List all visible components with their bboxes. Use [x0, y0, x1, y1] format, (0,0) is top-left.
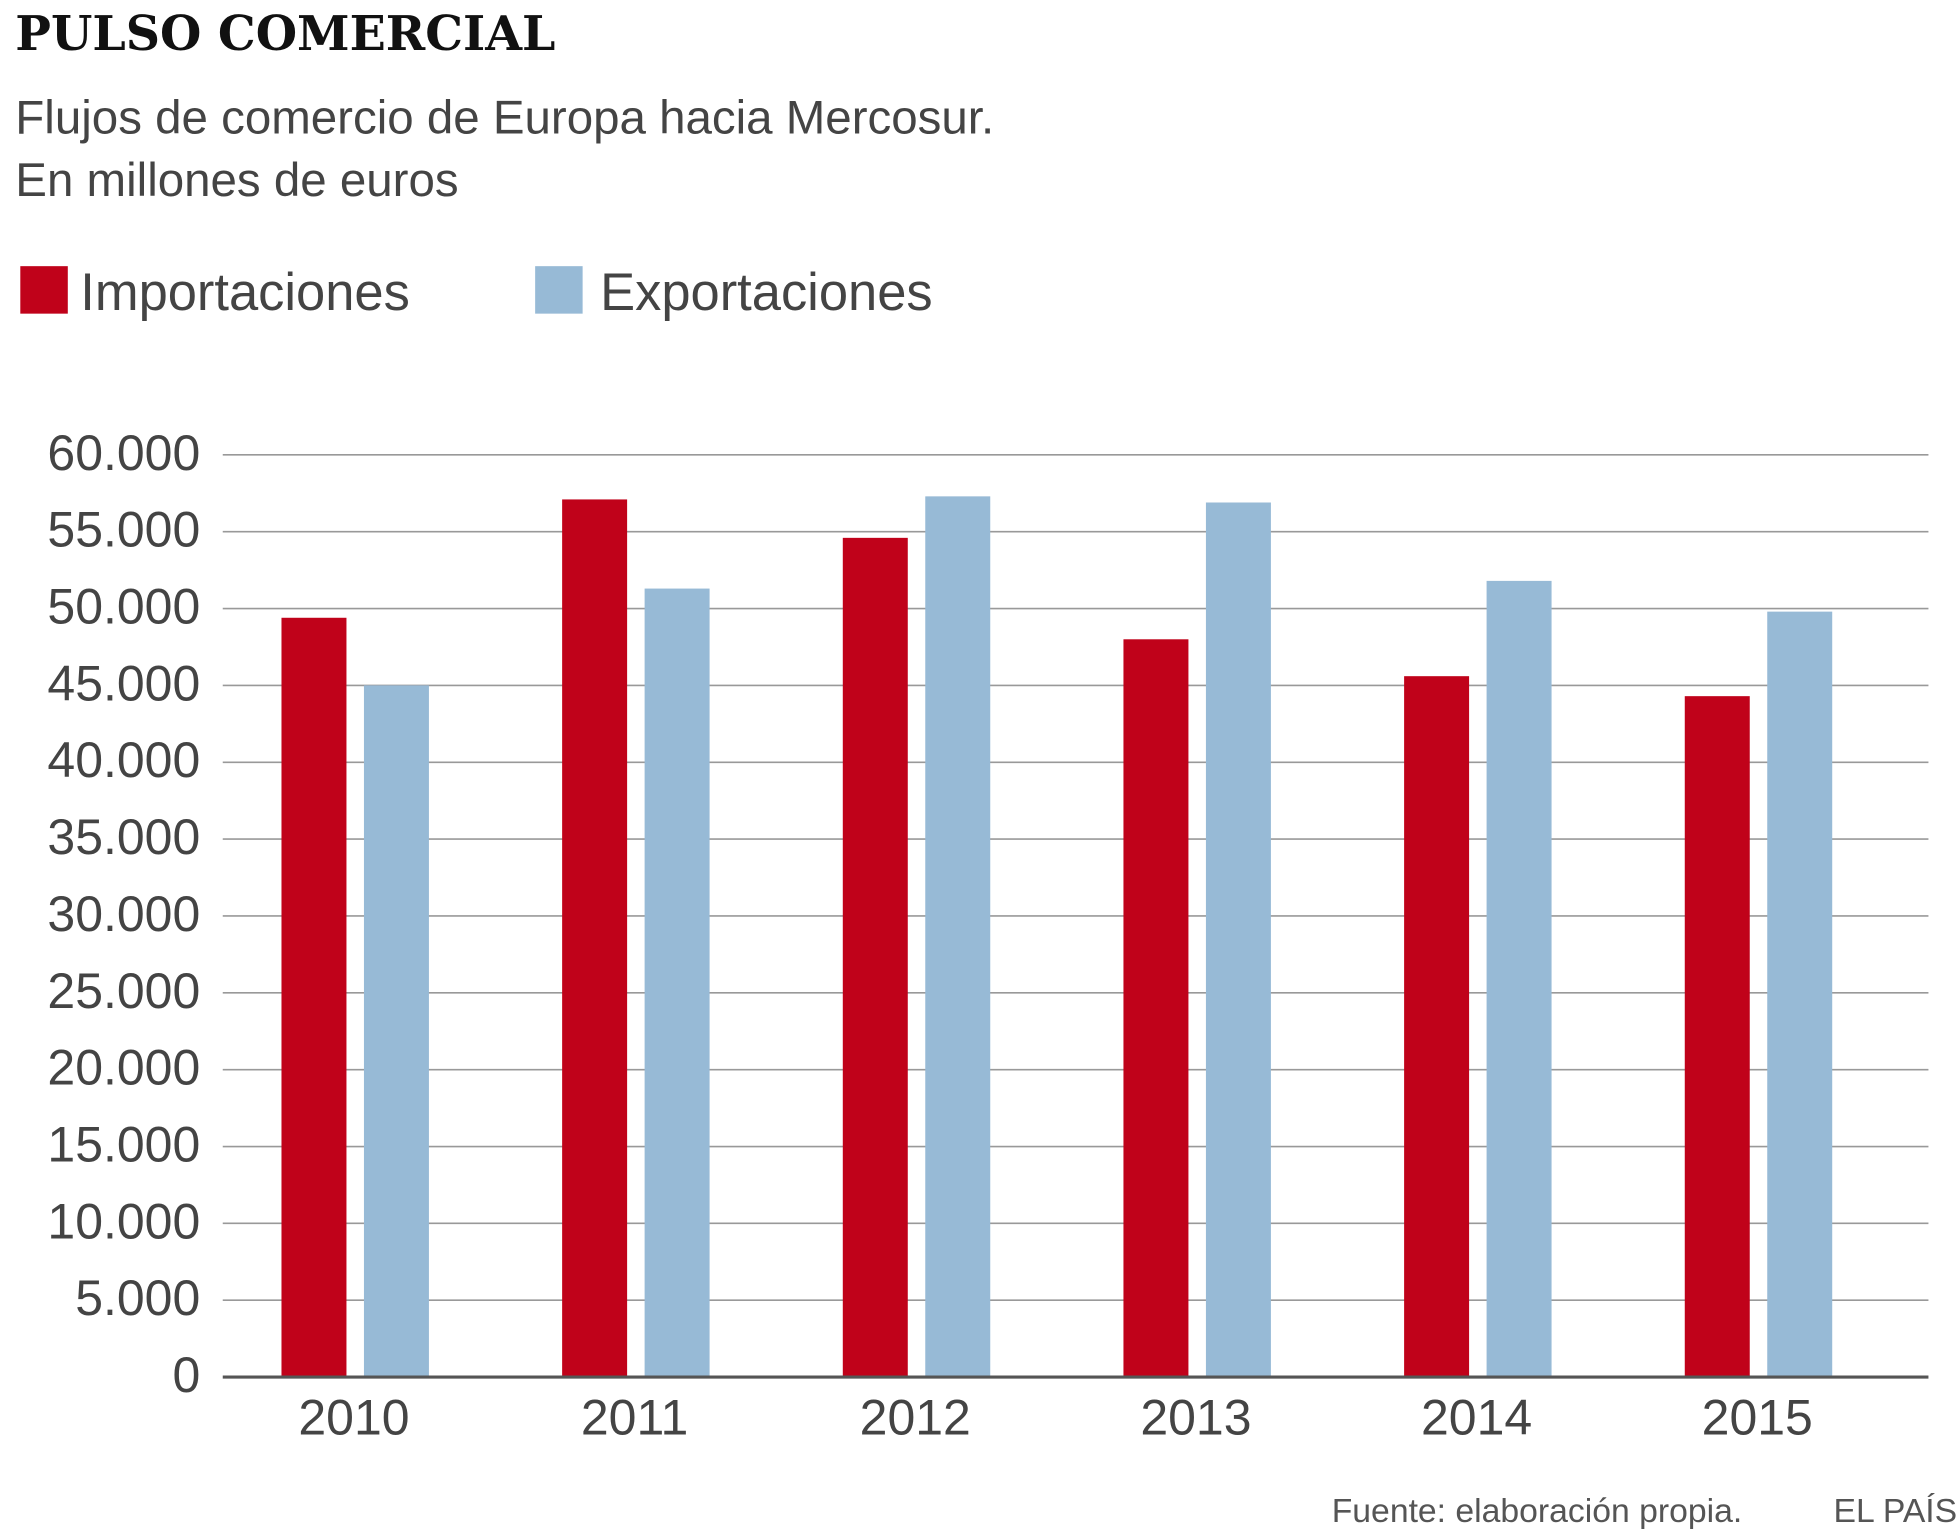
y-tick-label: 40.000: [47, 732, 200, 788]
y-tick-label: 0: [172, 1347, 200, 1403]
chart-title: PULSO COMERCIAL: [15, 6, 555, 62]
bar-exportaciones-2015: [1767, 611, 1833, 1378]
bar-importaciones-2015: [1684, 696, 1750, 1378]
bar-exportaciones-2011: [644, 588, 710, 1378]
bar-importaciones-2011: [562, 499, 628, 1378]
y-tick-label: 5.000: [75, 1270, 200, 1326]
y-tick-label: 55.000: [47, 502, 200, 558]
bar-exportaciones-2010: [363, 685, 429, 1378]
source-note: Fuente: elaboración propia.: [1332, 1492, 1743, 1530]
brand-label: EL PAÍS: [1833, 1492, 1957, 1530]
y-tick-label: 30.000: [47, 886, 200, 942]
legend-label-importaciones: Importaciones: [80, 263, 410, 322]
chart-subtitle-line1: Flujos de comercio de Europa hacia Merco…: [15, 92, 994, 145]
x-tick-label: 2014: [1421, 1390, 1532, 1446]
legend-swatch-exportaciones: [535, 266, 583, 314]
x-tick-label: 2015: [1702, 1390, 1813, 1446]
y-tick-label: 45.000: [47, 655, 200, 711]
bar-importaciones-2013: [1123, 639, 1189, 1378]
x-tick-label: 2010: [298, 1390, 409, 1446]
bar-exportaciones-2012: [925, 496, 991, 1378]
x-tick-label: 2013: [1140, 1390, 1251, 1446]
bar-exportaciones-2014: [1486, 580, 1552, 1378]
bar-exportaciones-2013: [1205, 502, 1271, 1378]
legend-label-exportaciones: Exportaciones: [600, 263, 933, 322]
y-tick-label: 10.000: [47, 1193, 200, 1249]
plot-area: 0 5.000 10.000 15.000 20.000 25.000 30.000 35.0…: [47, 425, 1929, 1446]
bar-importaciones-2010: [281, 617, 347, 1378]
x-tick-label: 2011: [581, 1390, 688, 1446]
y-tick-label: 50.000: [47, 579, 200, 635]
bar-importaciones-2014: [1404, 676, 1470, 1378]
bar-importaciones-2012: [842, 537, 908, 1378]
y-tick-label: 60.000: [47, 425, 200, 481]
x-tick-label: 2012: [860, 1390, 971, 1446]
y-tick-label: 20.000: [47, 1040, 200, 1096]
chart-subtitle-line2: En millones de euros: [15, 154, 458, 207]
legend-swatch-importaciones: [20, 266, 68, 314]
y-tick-label: 25.000: [47, 963, 200, 1019]
y-tick-label: 35.000: [47, 809, 200, 865]
y-tick-label: 15.000: [47, 1116, 200, 1172]
